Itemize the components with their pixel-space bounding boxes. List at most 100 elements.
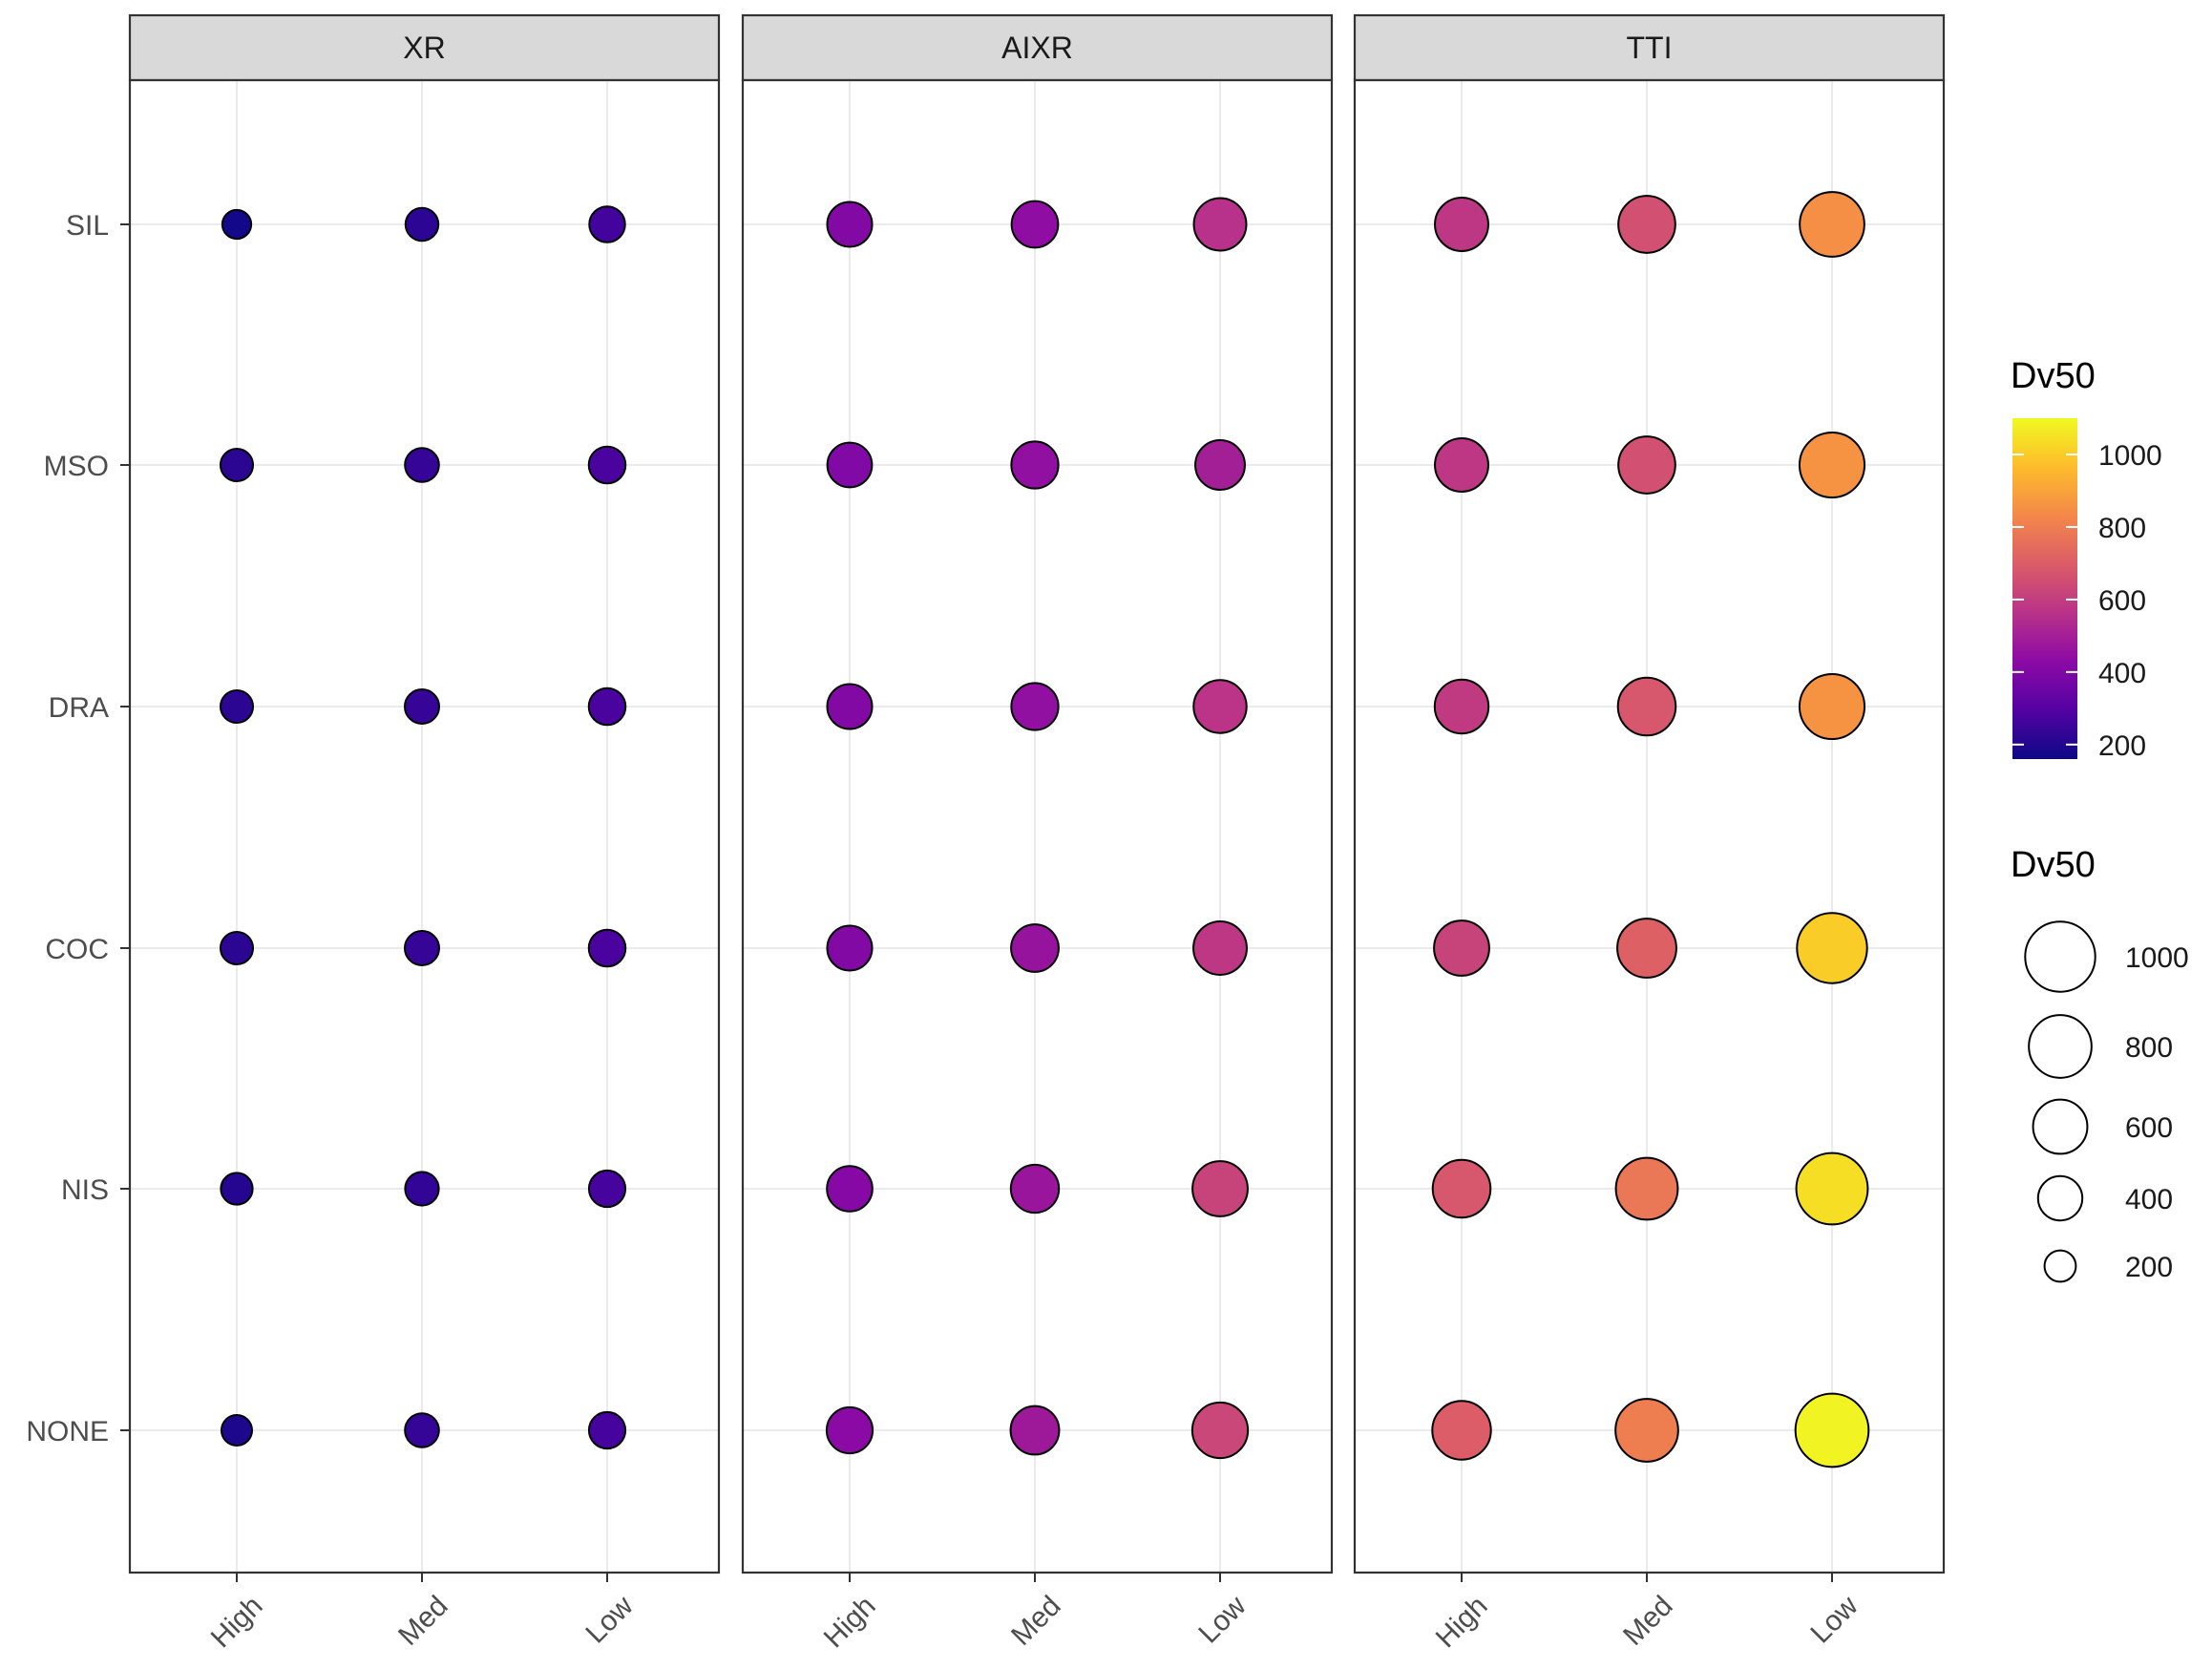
y-tick-label-coc: COC xyxy=(45,934,109,965)
panel-background xyxy=(1355,80,1944,1573)
point-aixr-sil-high xyxy=(826,201,874,248)
point-xr-dra-low xyxy=(587,687,627,727)
size-legend-circle-800 xyxy=(2028,1014,2093,1079)
point-aixr-mso-low xyxy=(1194,439,1246,491)
point-xr-sil-low xyxy=(588,205,626,243)
color-legend-title: Dv50 xyxy=(2011,356,2096,396)
point-tti-coc-med xyxy=(1616,918,1677,979)
x-tick-label-low: Low xyxy=(1192,1590,1252,1649)
y-tick-label-mso: MSO xyxy=(44,451,109,482)
point-tti-none-med xyxy=(1614,1398,1679,1463)
point-aixr-nis-high xyxy=(826,1165,874,1213)
point-tti-mso-med xyxy=(1617,435,1676,495)
point-tti-coc-low xyxy=(1796,912,1868,984)
point-xr-none-low xyxy=(587,1410,627,1450)
point-aixr-none-low xyxy=(1190,1401,1250,1460)
point-tti-none-high xyxy=(1431,1400,1492,1461)
point-xr-coc-med xyxy=(404,930,440,966)
panel-aixr: AIXR High Med Low xyxy=(741,13,1334,1654)
legend: Dv50 200 400 600 800 1000 Dv50 1000 800 600 400 200 xyxy=(2011,356,2189,1283)
size-legend-title: Dv50 xyxy=(2011,845,2096,885)
point-aixr-dra-med xyxy=(1010,682,1060,731)
point-aixr-dra-high xyxy=(826,683,874,730)
point-tti-nis-low xyxy=(1795,1151,1869,1226)
point-aixr-nis-med xyxy=(1009,1163,1061,1215)
x-tick-label-med: Med xyxy=(1617,1590,1679,1652)
panel-border xyxy=(1353,78,1946,1574)
y-axis: SIL MSO DRA COC NIS NONE xyxy=(26,210,130,1447)
x-tick-label-med: Med xyxy=(1005,1590,1067,1652)
point-aixr-coc-high xyxy=(826,924,874,972)
x-tick-label-low: Low xyxy=(579,1590,639,1649)
point-xr-mso-med xyxy=(404,447,440,483)
point-aixr-sil-low xyxy=(1192,197,1248,252)
size-legend-label-800: 800 xyxy=(2125,1032,2173,1064)
point-xr-nis-med xyxy=(404,1171,440,1207)
y-tick-label-nis: NIS xyxy=(61,1174,109,1206)
point-xr-sil-med xyxy=(404,206,440,243)
panel-tti: TTI High Med Low xyxy=(1353,13,1946,1654)
point-xr-coc-low xyxy=(587,928,627,968)
point-xr-nis-low xyxy=(587,1169,627,1209)
size-legend-label-200: 200 xyxy=(2125,1252,2173,1283)
point-xr-dra-high xyxy=(219,688,255,725)
point-tti-sil-low xyxy=(1799,191,1865,258)
point-aixr-coc-med xyxy=(1010,923,1060,973)
point-xr-none-high xyxy=(220,1413,254,1447)
y-tick-label-none: NONE xyxy=(26,1416,109,1447)
point-tti-nis-high xyxy=(1431,1158,1492,1219)
x-tick-label-high: High xyxy=(205,1590,269,1654)
colorbar-label-400: 400 xyxy=(2098,658,2146,689)
panels-layer: XR High Med Low AIXR High Med Low TTI High Med Low xyxy=(128,13,1946,1654)
point-xr-mso-high xyxy=(219,447,255,483)
point-tti-sil-med xyxy=(1617,195,1676,254)
point-tti-nis-med xyxy=(1614,1156,1679,1221)
point-xr-sil-high xyxy=(221,208,253,241)
point-xr-nis-high xyxy=(220,1172,254,1206)
size-legend-label-1000: 1000 xyxy=(2125,942,2189,974)
colorbar-label-1000: 1000 xyxy=(2098,440,2162,472)
size-legend-circle-600 xyxy=(2032,1098,2089,1155)
panel-background xyxy=(743,80,1332,1573)
x-tick-label-med: Med xyxy=(392,1590,454,1652)
point-xr-mso-low xyxy=(587,445,627,485)
panel-border xyxy=(128,78,721,1574)
panel-border xyxy=(741,78,1334,1574)
panel-background xyxy=(130,80,719,1573)
point-tti-dra-high xyxy=(1433,678,1490,735)
size-legend-circle-1000 xyxy=(2024,920,2096,993)
size-legend-circle-400 xyxy=(2036,1174,2084,1222)
point-xr-dra-med xyxy=(404,688,440,725)
colorbar xyxy=(2012,418,2077,759)
point-tti-none-low xyxy=(1794,1392,1870,1468)
strip-label-aixr: AIXR xyxy=(1001,31,1073,65)
strip-label-tti: TTI xyxy=(1627,31,1673,65)
point-aixr-coc-low xyxy=(1192,920,1248,976)
point-tti-coc-high xyxy=(1433,919,1490,977)
size-legend-circle-200 xyxy=(2043,1249,2077,1283)
point-aixr-mso-med xyxy=(1010,440,1060,490)
y-tick-label-dra: DRA xyxy=(49,692,109,724)
point-aixr-nis-low xyxy=(1191,1160,1249,1217)
point-aixr-sil-med xyxy=(1010,200,1060,249)
y-tick-label-sil: SIL xyxy=(66,210,109,242)
point-xr-coc-high xyxy=(219,930,255,966)
point-tti-mso-low xyxy=(1798,431,1866,499)
strip-tti xyxy=(1353,13,1946,82)
point-tti-dra-low xyxy=(1798,672,1866,741)
x-tick-label-high: High xyxy=(818,1590,882,1654)
colorbar-label-200: 200 xyxy=(2098,730,2146,762)
point-xr-none-med xyxy=(404,1412,440,1448)
size-legend-label-400: 400 xyxy=(2125,1184,2173,1215)
strip-label-xr: XR xyxy=(403,31,445,65)
point-aixr-mso-high xyxy=(826,441,874,489)
point-tti-dra-med xyxy=(1616,676,1677,737)
point-tti-sil-high xyxy=(1434,197,1489,252)
point-aixr-none-med xyxy=(1009,1405,1061,1456)
size-legend-label-600: 600 xyxy=(2125,1112,2173,1144)
panel-xr: XR High Med Low xyxy=(128,13,721,1654)
point-aixr-none-high xyxy=(825,1405,874,1455)
colorbar-label-600: 600 xyxy=(2098,585,2146,617)
point-aixr-dra-low xyxy=(1192,679,1248,734)
